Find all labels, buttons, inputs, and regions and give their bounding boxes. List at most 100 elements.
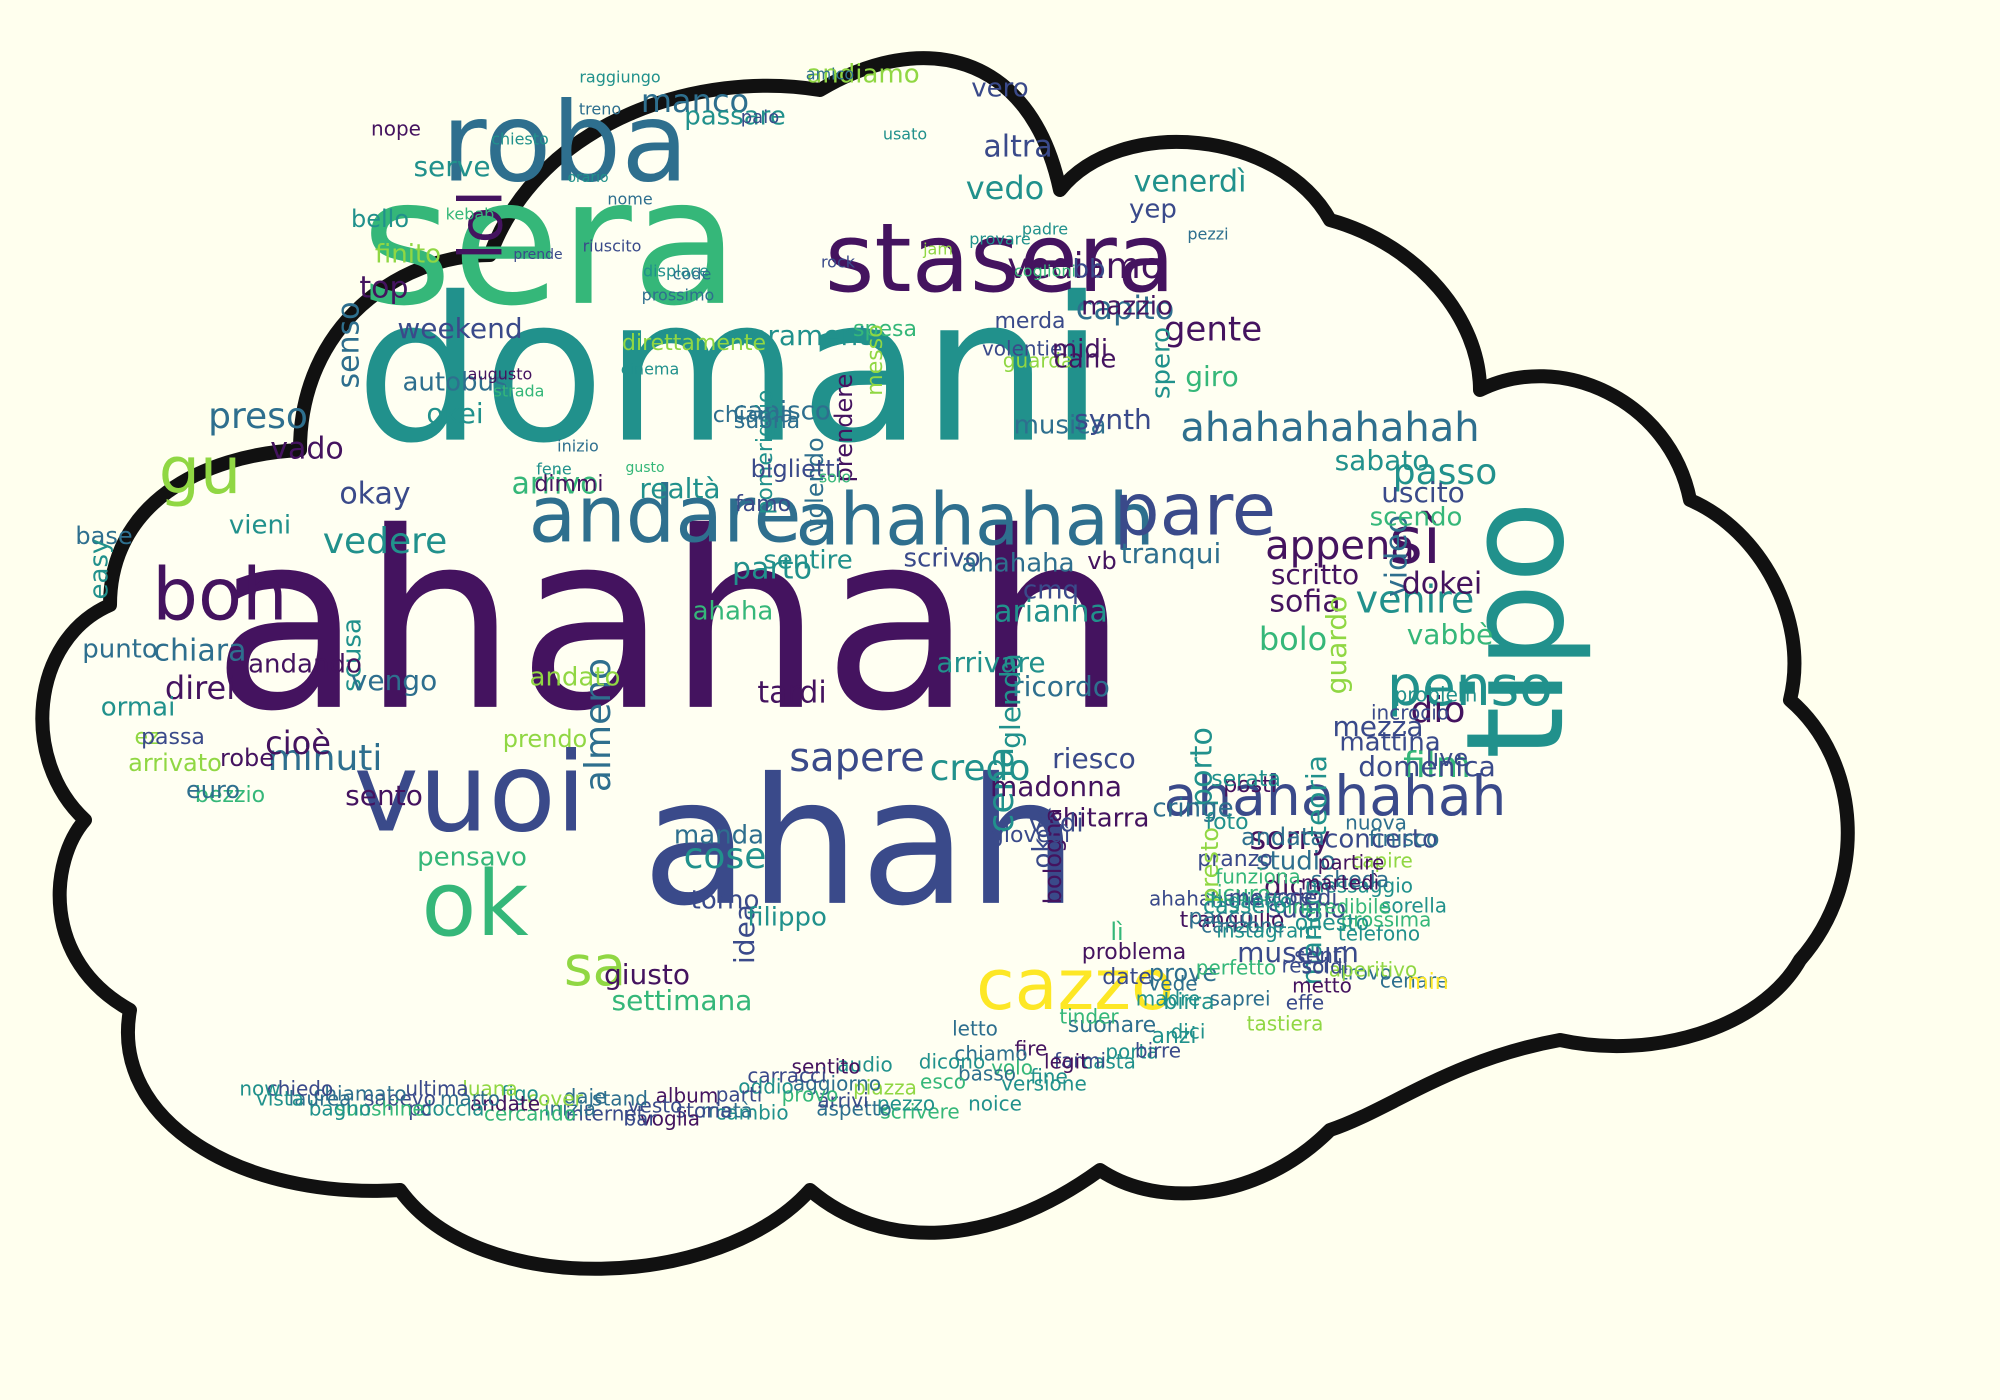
word-ricordo: ricordo	[1012, 670, 1110, 703]
word-almeno: almeno	[578, 658, 619, 792]
word-cazzo: cazzo	[976, 944, 1174, 1026]
word-giusto: giusto	[604, 958, 690, 991]
word-fine: fine	[1030, 1065, 1068, 1089]
word-cena: cena	[981, 747, 1022, 834]
word-suono: suono	[1268, 895, 1346, 925]
word-passo: passo	[1393, 452, 1497, 493]
word-ahahahaha: ahahahaha	[1149, 887, 1261, 911]
word-presto: presto	[1196, 827, 1224, 903]
word-ultima: ultima	[405, 1077, 468, 1101]
word-vabb-: vabbè	[1407, 618, 1494, 651]
word-scendo: scendo	[1370, 503, 1463, 533]
word-guardo: guardo	[1320, 596, 1353, 695]
word-vieni: vieni	[229, 511, 291, 541]
word-funziona: funziona	[1215, 865, 1301, 889]
word-bezzio: bezzio	[195, 783, 265, 808]
word-min: min	[1407, 970, 1449, 995]
word-teoria: teoria	[1300, 755, 1333, 837]
word-filippo: filippo	[747, 903, 827, 933]
word-sofia: sofia	[1269, 585, 1340, 620]
word-euro: euro	[186, 776, 240, 804]
word-birra: birra	[1163, 990, 1214, 1015]
word-trovo: trovo	[1340, 961, 1392, 985]
word-riuscito: riuscito	[583, 237, 642, 256]
word-domenica: domenica	[1358, 750, 1495, 783]
word-voglia: voglia	[640, 1107, 700, 1131]
word-ez: ez	[134, 725, 159, 750]
word-prendere: prendere	[830, 374, 858, 483]
word-problema: problema	[1082, 940, 1187, 965]
word-figo: figo	[501, 1082, 539, 1106]
word-canzone: canzone	[1201, 914, 1285, 938]
word-suonare: suonare	[1068, 1013, 1156, 1038]
word-onesto: onesto	[1295, 911, 1370, 936]
word-nope: nope	[371, 117, 421, 141]
word-vede: vede	[1148, 972, 1197, 996]
word-arrivo: arrivo	[512, 467, 599, 502]
word-weekend: weekend	[397, 312, 522, 345]
word-soldi: soldi	[1302, 955, 1348, 979]
word-birre: birre	[1135, 1039, 1181, 1063]
word-serata: serata	[1211, 767, 1281, 792]
word-chiedo: chiedo	[267, 1077, 333, 1101]
word-synth: synth	[1074, 403, 1152, 436]
word-gu: gu	[159, 434, 241, 509]
word-bello: bello	[351, 205, 409, 233]
word-inizia: inizia	[544, 1097, 596, 1121]
word-cane: cane	[1054, 345, 1117, 375]
word-code: code	[673, 265, 712, 284]
word-famo: famo	[735, 492, 791, 517]
word-incredibile: incredibile	[1287, 895, 1391, 919]
word-cover: cover	[527, 1087, 583, 1111]
word-vero: vero	[971, 74, 1028, 104]
word-luana: luana	[462, 1077, 517, 1101]
word-cmq: cmq	[1023, 576, 1079, 606]
word-dio: dio	[1411, 690, 1466, 731]
word-tranqui: tranqui	[1121, 537, 1222, 570]
word-biglietti: biglietti	[751, 455, 842, 483]
word-telefono: telefono	[1338, 922, 1420, 946]
word-perfetto: perfetto	[1196, 956, 1277, 980]
word-dimmi: dimmi	[534, 472, 603, 497]
word-internet: internet	[565, 1102, 644, 1126]
word-pare: pare	[1114, 468, 1276, 552]
word-now: now	[239, 1077, 280, 1101]
cloud-shape	[35, 51, 1855, 1276]
word-cinema: cinema	[621, 360, 680, 379]
word-ahahahahah: ahahahahah	[1164, 764, 1507, 828]
word-sicuro: sicuro	[1205, 882, 1271, 907]
word-roba: roba	[441, 78, 688, 206]
word-mercoled-: mercoledì	[1229, 886, 1338, 911]
word-s-: sì	[1389, 504, 1441, 579]
word-l-: lì	[1110, 918, 1123, 946]
word-cenare: cenare	[1380, 969, 1448, 993]
word-pensavo: pensavo	[417, 843, 527, 873]
word-ormai: ormai	[101, 693, 176, 723]
word-oddio: oddio	[738, 1075, 793, 1099]
word-pc: pc	[408, 1097, 432, 1121]
word-sapevo: sapevo	[364, 1087, 436, 1111]
word-pomeriggio: pomeriggio	[753, 389, 778, 514]
word-spero: spero	[1147, 327, 1177, 399]
word-lol: lol	[447, 190, 517, 260]
word-porta: porta	[1105, 1040, 1158, 1064]
word-chiara: chiara	[154, 634, 247, 669]
word-vesto: vesto	[628, 1094, 683, 1118]
word-aggiorno: aggiorno	[793, 1072, 881, 1096]
word-farmi: farmi	[1054, 1049, 1106, 1073]
word-musica: musica	[1014, 411, 1107, 441]
word-rock: rock	[821, 253, 856, 272]
word-top: top	[359, 271, 408, 306]
word-doccia: doccia	[420, 1097, 485, 1121]
word-legit: legit	[1044, 1050, 1088, 1074]
word-ahahahahahah: ahahahahahah	[1180, 405, 1479, 451]
word-volentieri: volentieri	[982, 337, 1076, 361]
word-ahah: ahah	[642, 742, 1078, 945]
word-aperitivo: aperitivo	[1329, 958, 1418, 982]
word-scritto: scritto	[1271, 558, 1359, 591]
word-letto: letto	[952, 1017, 998, 1041]
word-direttamente: direttamente	[622, 331, 766, 356]
word-stand: stand	[592, 1087, 648, 1111]
word-penso: penso	[1387, 654, 1553, 718]
word-ahahah: ahahah	[212, 480, 1128, 765]
